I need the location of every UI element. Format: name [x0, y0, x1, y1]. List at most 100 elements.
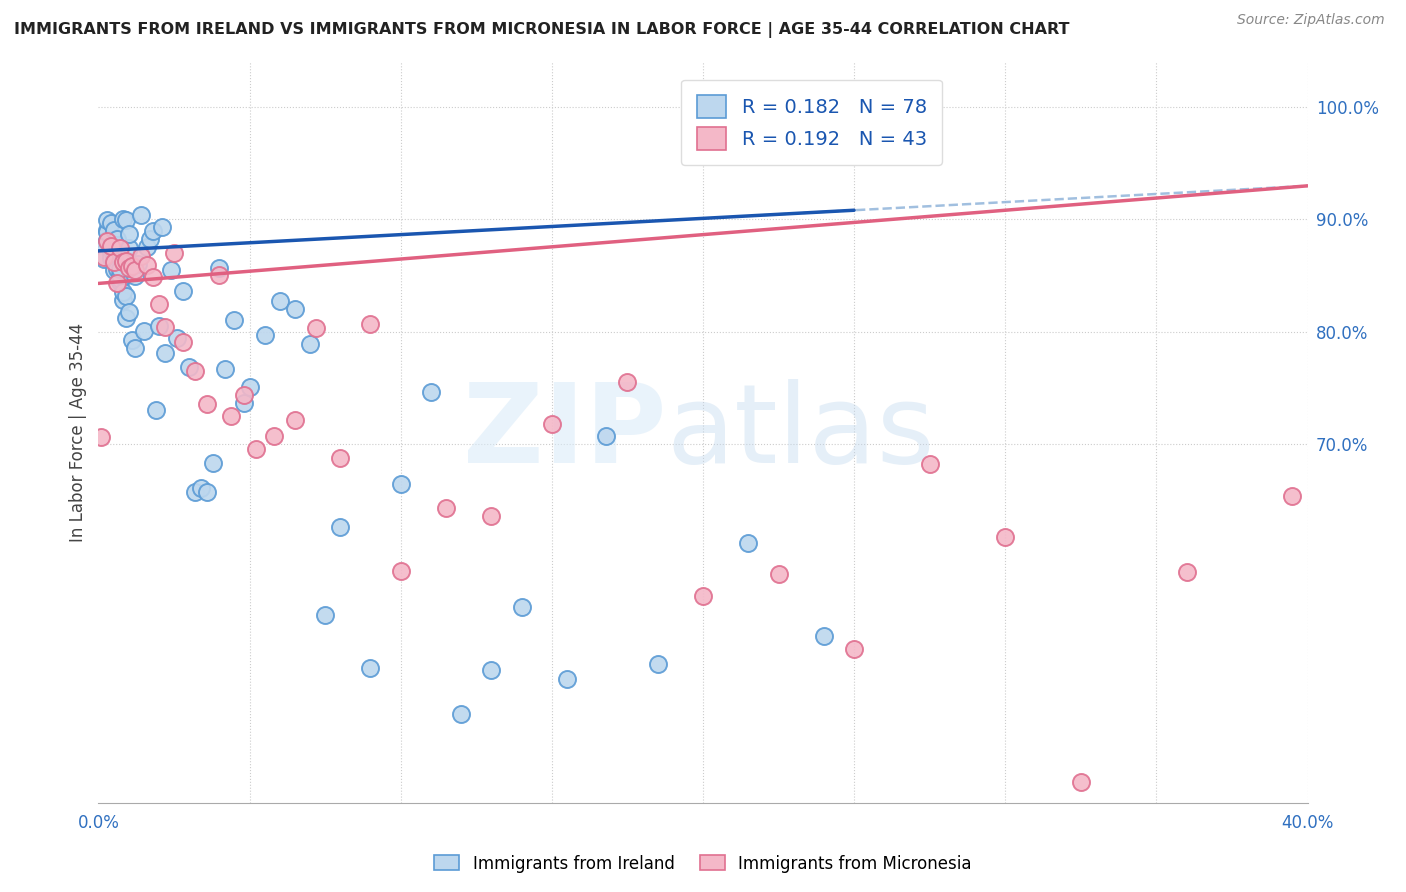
Text: IMMIGRANTS FROM IRELAND VS IMMIGRANTS FROM MICRONESIA IN LABOR FORCE | AGE 35-44: IMMIGRANTS FROM IRELAND VS IMMIGRANTS FR…	[14, 22, 1070, 38]
Point	[103, 250, 125, 264]
Point	[105, 276, 128, 290]
Point	[127, 257, 149, 271]
Point	[647, 657, 669, 672]
Point	[232, 388, 254, 402]
Point	[153, 346, 176, 360]
Point	[124, 268, 146, 283]
Point	[150, 219, 173, 234]
Point	[253, 327, 276, 342]
Point	[160, 263, 183, 277]
Point	[108, 241, 131, 255]
Point	[994, 530, 1017, 544]
Point	[118, 242, 141, 256]
Point	[221, 409, 243, 424]
Point	[103, 254, 125, 268]
Point	[232, 396, 254, 410]
Point	[148, 319, 170, 334]
Y-axis label: In Labor Force | Age 35-44: In Labor Force | Age 35-44	[69, 323, 87, 542]
Point	[918, 457, 941, 471]
Point	[118, 261, 141, 276]
Point	[844, 641, 866, 656]
Point	[100, 239, 122, 253]
Point	[329, 450, 352, 465]
Point	[118, 305, 141, 319]
Point	[105, 237, 128, 252]
Point	[103, 263, 125, 277]
Point	[111, 285, 134, 299]
Point	[166, 330, 188, 344]
Point	[96, 234, 118, 248]
Point	[129, 208, 152, 222]
Point	[269, 293, 291, 308]
Point	[540, 417, 562, 431]
Point	[510, 599, 533, 614]
Legend: R = 0.182   N = 78, R = 0.192   N = 43: R = 0.182 N = 78, R = 0.192 N = 43	[682, 79, 942, 165]
Point	[202, 456, 225, 470]
Text: 0.0%: 0.0%	[77, 814, 120, 832]
Point	[737, 536, 759, 550]
Point	[420, 385, 443, 400]
Text: Source: ZipAtlas.com: Source: ZipAtlas.com	[1237, 13, 1385, 28]
Point	[105, 231, 128, 245]
Point	[90, 430, 112, 444]
Point	[360, 317, 382, 331]
Point	[1175, 566, 1198, 580]
Point	[224, 313, 246, 327]
Point	[108, 275, 131, 289]
Point	[139, 232, 162, 246]
Point	[93, 252, 115, 266]
Point	[132, 324, 155, 338]
Point	[114, 310, 136, 325]
Point	[692, 589, 714, 603]
Point	[389, 564, 412, 578]
Point	[208, 260, 231, 275]
Point	[555, 672, 578, 686]
Point	[813, 629, 835, 643]
Point	[96, 212, 118, 227]
Text: atlas: atlas	[666, 379, 935, 486]
Point	[103, 252, 125, 267]
Point	[329, 519, 352, 533]
Point	[108, 268, 131, 282]
Point	[1281, 489, 1303, 503]
Point	[481, 663, 503, 677]
Text: ZIP: ZIP	[464, 379, 666, 486]
Point	[616, 376, 638, 390]
Point	[163, 246, 186, 260]
Point	[111, 293, 134, 308]
Point	[93, 239, 115, 253]
Point	[190, 481, 212, 495]
Point	[124, 263, 146, 277]
Point	[184, 485, 207, 500]
Point	[100, 252, 122, 266]
Point	[768, 566, 790, 581]
Point	[111, 254, 134, 268]
Point	[93, 251, 115, 265]
Point	[100, 245, 122, 260]
Point	[360, 661, 382, 675]
Point	[389, 476, 412, 491]
Point	[284, 302, 307, 317]
Point	[100, 245, 122, 260]
Point	[142, 269, 165, 284]
Point	[105, 259, 128, 273]
Point	[172, 334, 194, 349]
Point	[153, 320, 176, 334]
Point	[450, 706, 472, 721]
Point	[96, 233, 118, 247]
Point	[195, 397, 218, 411]
Point	[195, 484, 218, 499]
Point	[434, 500, 457, 515]
Point	[124, 341, 146, 355]
Point	[148, 296, 170, 310]
Point	[100, 216, 122, 230]
Point	[214, 362, 236, 376]
Point	[481, 509, 503, 524]
Point	[118, 227, 141, 241]
Point	[314, 607, 336, 622]
Point	[121, 257, 143, 271]
Point	[172, 284, 194, 298]
Point	[263, 429, 285, 443]
Point	[108, 261, 131, 276]
Point	[305, 321, 328, 335]
